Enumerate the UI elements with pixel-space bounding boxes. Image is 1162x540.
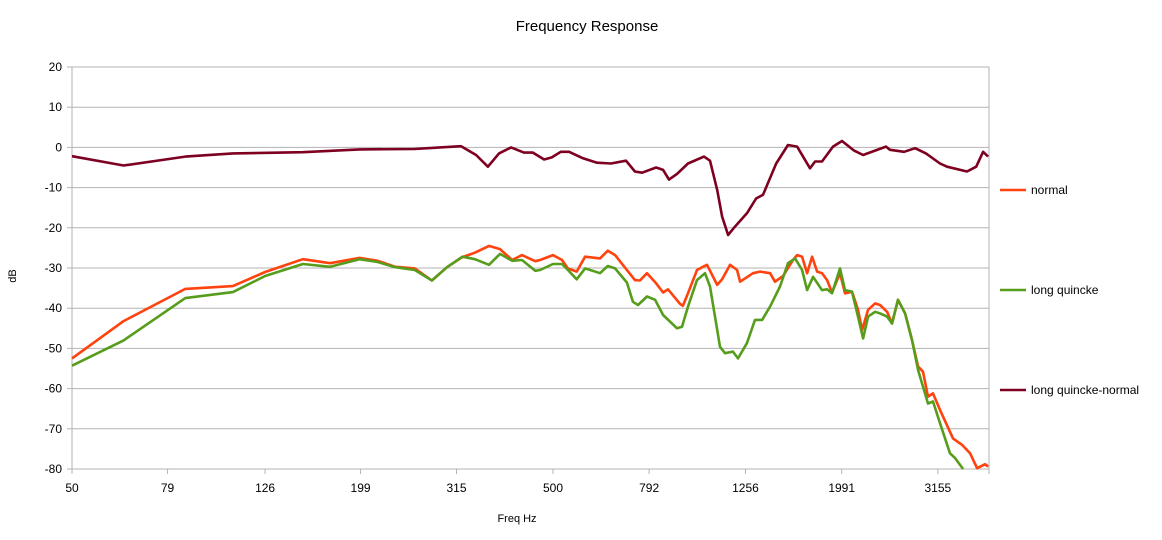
y-tick-label: -20 <box>45 221 63 235</box>
x-tick-label: 79 <box>161 481 175 495</box>
legend-label: long quincke-normal <box>1031 383 1139 397</box>
x-tick-label: 792 <box>639 481 659 495</box>
x-tick-label: 500 <box>543 481 563 495</box>
x-tick-label: 199 <box>351 481 371 495</box>
y-tick-label: -50 <box>45 341 63 355</box>
x-tick-label: 1991 <box>828 481 855 495</box>
y-tick-label: -60 <box>45 382 63 396</box>
series-line-long-quincke <box>71 252 965 470</box>
x-tick-label: 3155 <box>925 481 952 495</box>
chart-title: Frequency Response <box>516 18 659 35</box>
x-tick-label: 50 <box>65 481 79 495</box>
x-axis-label: Freq Hz <box>497 513 536 525</box>
y-tick-label: -80 <box>45 462 63 476</box>
x-tick-label: 315 <box>446 481 466 495</box>
y-tick-label: -70 <box>45 422 63 436</box>
x-tick-label: 1256 <box>732 481 759 495</box>
series-line-long-quincke-normal <box>71 139 990 237</box>
legend-label: normal <box>1031 183 1068 197</box>
y-tick-label: 10 <box>49 100 63 114</box>
y-tick-label: -30 <box>45 261 63 275</box>
y-axis-label: dB <box>7 269 19 282</box>
series-line-normal <box>71 244 989 470</box>
x-tick-label: 126 <box>255 481 275 495</box>
y-tick-label: 0 <box>55 140 62 154</box>
y-tick-label: -40 <box>45 301 63 315</box>
y-tick-label: 20 <box>49 60 63 74</box>
legend-label: long quincke <box>1031 283 1099 297</box>
y-tick-label: -10 <box>45 181 63 195</box>
